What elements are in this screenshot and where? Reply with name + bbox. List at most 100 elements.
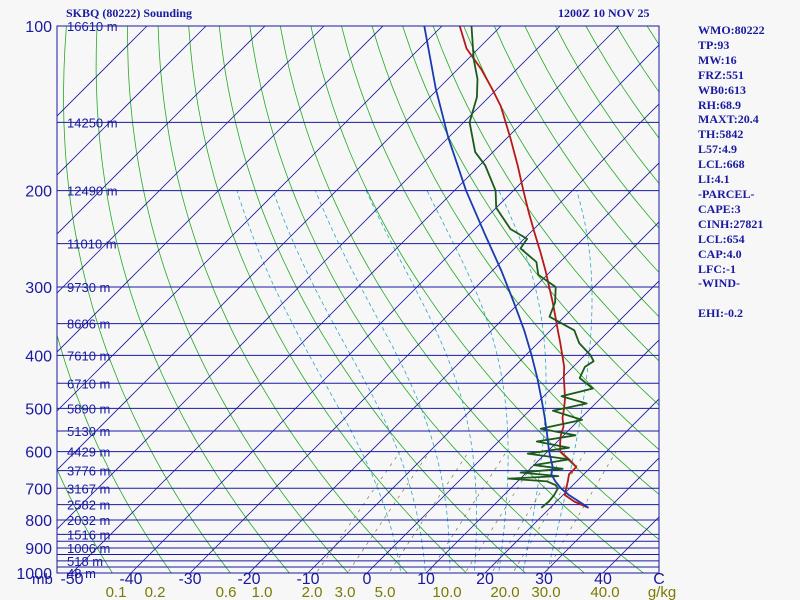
moist-adiabat	[546, 190, 593, 573]
isotherm	[189, 103, 659, 573]
height-label: 2582 m	[67, 498, 110, 513]
isotherm	[307, 221, 659, 573]
temperature-tick-label: -10	[296, 571, 319, 588]
index-item: LI:4.1	[698, 172, 730, 187]
temperature-tick-label: 10	[417, 571, 435, 588]
index-item: FRZ:551	[698, 67, 744, 82]
pressure-tick-label: 1000	[16, 566, 52, 583]
isotherm	[425, 339, 659, 573]
mixing-ratio-tick-label: 20.0	[490, 584, 519, 600]
moist-adiabat	[426, 190, 509, 573]
pressure-unit-label: mb	[32, 571, 53, 588]
isotherm	[71, 26, 620, 573]
mixing-ratio-line	[545, 451, 617, 573]
height-label: 1516 m	[67, 527, 110, 542]
temperature-tick-label: 30	[535, 571, 553, 588]
dry-adiabat	[188, 26, 467, 573]
mixing-ratio-line	[491, 451, 566, 573]
index-item: MW:16	[698, 52, 737, 67]
dry-adiabat	[57, 468, 113, 573]
mixing-ratio-tick-label: g/kg	[648, 584, 676, 600]
index-item: TH:5842	[698, 127, 744, 142]
isotherm	[484, 398, 659, 573]
isotherm	[57, 26, 148, 117]
height-label: 8606 m	[67, 317, 110, 332]
index-item: CAP:4.0	[698, 246, 742, 261]
mixing-ratio-tick-label: 10.0	[432, 584, 461, 600]
mixing-ratio-tick-label: 5.0	[375, 584, 396, 600]
temperature-trace	[458, 26, 589, 509]
height-label: 16610 m	[67, 19, 118, 34]
isotherm	[57, 26, 502, 471]
height-label: 7610 m	[67, 348, 110, 363]
dry-adiabat	[249, 26, 586, 573]
dry-adiabat	[95, 26, 290, 573]
dry-adiabat	[157, 26, 408, 573]
mixing-ratio-tick-label: 0.6	[216, 584, 237, 600]
mixing-ratio-line	[315, 451, 401, 573]
index-item: LCL:654	[698, 231, 745, 246]
dry-adiabat	[341, 26, 659, 495]
height-label: 12490 m	[67, 184, 118, 199]
parcel-trace	[423, 26, 589, 509]
isotherm	[57, 26, 266, 235]
height-label: 14250 m	[67, 115, 118, 130]
pressure-tick-label: 400	[25, 348, 52, 365]
temperature-tick-label: -20	[237, 571, 260, 588]
chart-grid	[57, 26, 800, 585]
dry-adiabat	[769, 26, 800, 585]
dry-adiabat	[218, 26, 527, 573]
isotherm	[602, 516, 659, 573]
index-item: TP:93	[698, 37, 730, 52]
height-label: 4429 m	[67, 445, 110, 460]
height-label: 9730 m	[67, 280, 110, 295]
moist-adiabat	[315, 190, 451, 573]
height-label: 3167 m	[67, 481, 110, 496]
height-label: 5890 m	[67, 401, 110, 416]
height-label: 6710 m	[67, 376, 110, 391]
valid-time: 1200Z 10 NOV 25	[558, 6, 650, 20]
isotherm	[543, 457, 659, 573]
dry-adiabat	[432, 26, 659, 362]
moist-adiabat	[498, 190, 547, 573]
index-item: WB0:613	[698, 82, 746, 97]
index-item: RH:68.9	[698, 97, 741, 112]
pressure-tick-label: 900	[25, 541, 52, 558]
index-item: -PARCEL-	[698, 186, 755, 201]
dry-adiabat	[371, 26, 659, 451]
isotherm	[57, 26, 384, 353]
dry-adiabat	[310, 26, 659, 540]
sounding-indices-panel: WMO:80222 TP:93 MW:16 FRZ:551 WB0:613 RH:68.9…	[698, 23, 765, 321]
pressure-tick-label: 700	[25, 481, 52, 498]
pressure-tick-label: 800	[25, 513, 52, 530]
height-label: 2032 m	[67, 513, 110, 528]
dewpoint-trace	[468, 26, 595, 509]
dry-adiabat	[463, 26, 659, 318]
index-item: MAXT:20.4	[698, 112, 759, 127]
mixing-ratio-tick-label: 0.2	[145, 584, 166, 600]
mixing-ratio-line	[388, 451, 469, 573]
mixing-ratio-tick-label: 1.0	[252, 584, 273, 600]
temperature-tick-label: C	[653, 571, 665, 588]
height-label: 1006 m	[67, 541, 110, 556]
isotherm	[57, 26, 207, 176]
moist-adiabat	[365, 190, 477, 573]
temperature-tick-label: 40	[594, 571, 612, 588]
index-spacer	[698, 291, 765, 306]
index-item: LCL:668	[698, 157, 745, 172]
isotherm	[130, 44, 659, 573]
isotherm	[57, 26, 443, 412]
index-item: WMO:80222	[698, 23, 765, 37]
isotherm	[248, 162, 659, 573]
dry-adiabat	[493, 26, 659, 274]
pressure-tick-label: 200	[25, 184, 52, 201]
dry-adiabat	[402, 26, 659, 406]
mixing-ratio-tick-label: 3.0	[335, 584, 356, 600]
moist-adiabat	[236, 190, 402, 573]
mixing-ratio-tick-label: 30.0	[531, 584, 560, 600]
pressure-tick-label: 300	[25, 280, 52, 297]
index-item: -WIND-	[698, 276, 740, 291]
index-item: CINH:27821	[698, 216, 764, 231]
